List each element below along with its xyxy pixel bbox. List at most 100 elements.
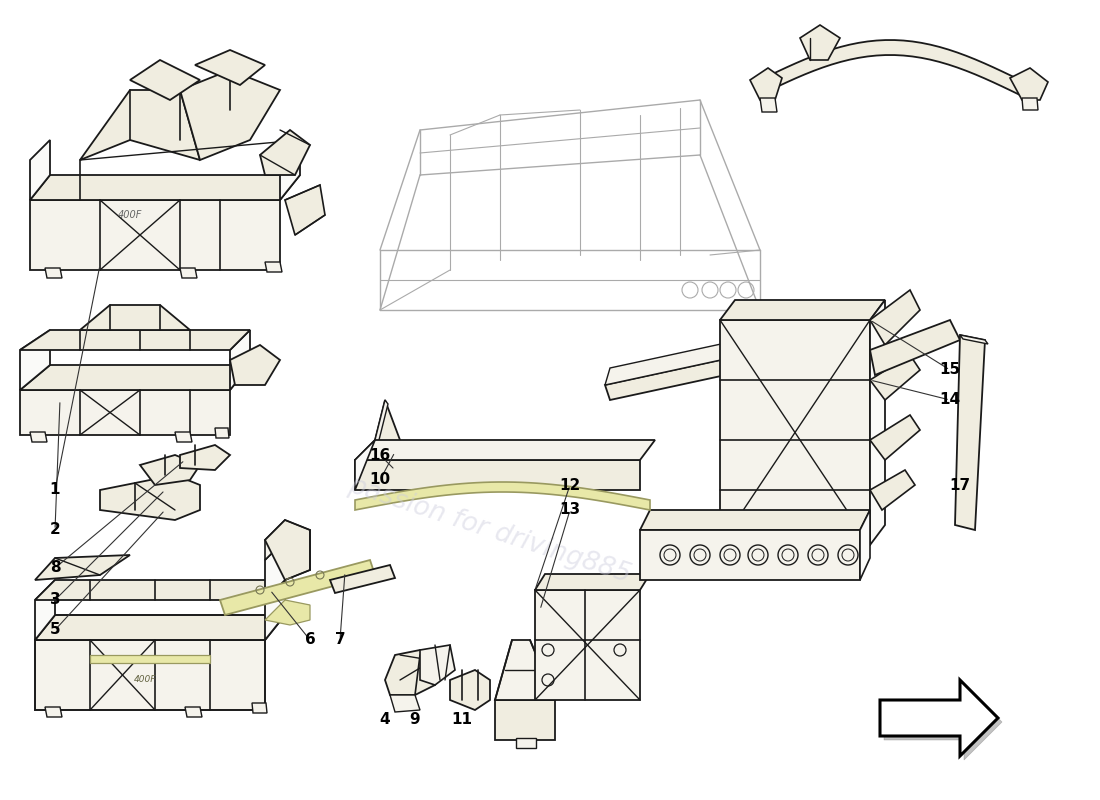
Polygon shape bbox=[252, 703, 267, 713]
Polygon shape bbox=[230, 330, 250, 390]
Polygon shape bbox=[195, 50, 265, 85]
Polygon shape bbox=[30, 175, 300, 200]
Polygon shape bbox=[535, 574, 650, 590]
Polygon shape bbox=[45, 707, 62, 717]
Polygon shape bbox=[175, 432, 192, 442]
Polygon shape bbox=[265, 520, 285, 560]
Polygon shape bbox=[80, 90, 200, 160]
Polygon shape bbox=[884, 684, 1002, 760]
Polygon shape bbox=[870, 355, 920, 400]
Polygon shape bbox=[390, 695, 420, 712]
Text: 6: 6 bbox=[305, 633, 316, 647]
Polygon shape bbox=[1010, 68, 1048, 100]
Polygon shape bbox=[516, 738, 536, 748]
Polygon shape bbox=[355, 440, 375, 490]
Polygon shape bbox=[35, 640, 265, 710]
Polygon shape bbox=[30, 140, 50, 200]
Polygon shape bbox=[420, 645, 455, 685]
Polygon shape bbox=[720, 320, 870, 545]
Polygon shape bbox=[265, 262, 282, 272]
Polygon shape bbox=[265, 520, 310, 580]
Text: 11: 11 bbox=[451, 713, 473, 727]
Polygon shape bbox=[960, 335, 988, 344]
Polygon shape bbox=[605, 328, 795, 385]
Polygon shape bbox=[130, 60, 200, 100]
Polygon shape bbox=[495, 640, 556, 700]
Polygon shape bbox=[20, 330, 50, 390]
Polygon shape bbox=[495, 700, 556, 740]
Polygon shape bbox=[140, 455, 200, 485]
Polygon shape bbox=[285, 185, 324, 235]
Polygon shape bbox=[880, 680, 998, 756]
Polygon shape bbox=[870, 290, 920, 345]
Text: 9: 9 bbox=[409, 713, 420, 727]
Polygon shape bbox=[45, 268, 62, 278]
Polygon shape bbox=[35, 555, 130, 580]
Polygon shape bbox=[330, 565, 395, 593]
Text: 17: 17 bbox=[949, 478, 970, 493]
Polygon shape bbox=[760, 40, 1020, 95]
Text: 400F: 400F bbox=[118, 210, 142, 220]
Text: 15: 15 bbox=[939, 362, 960, 378]
Polygon shape bbox=[365, 400, 415, 480]
Polygon shape bbox=[265, 600, 310, 625]
Text: 8: 8 bbox=[50, 561, 60, 575]
Polygon shape bbox=[20, 365, 250, 390]
Polygon shape bbox=[35, 615, 285, 640]
Polygon shape bbox=[870, 470, 915, 510]
Polygon shape bbox=[365, 400, 388, 484]
Polygon shape bbox=[355, 440, 654, 460]
Polygon shape bbox=[265, 540, 285, 600]
Polygon shape bbox=[20, 390, 230, 435]
Text: 13: 13 bbox=[560, 502, 581, 518]
Polygon shape bbox=[30, 432, 47, 442]
Polygon shape bbox=[35, 580, 55, 640]
Polygon shape bbox=[355, 482, 650, 510]
Text: 2: 2 bbox=[50, 522, 60, 538]
Text: 3: 3 bbox=[50, 593, 60, 607]
Polygon shape bbox=[180, 445, 230, 470]
Polygon shape bbox=[760, 98, 777, 112]
Text: 12: 12 bbox=[560, 478, 581, 493]
Polygon shape bbox=[870, 300, 886, 545]
Polygon shape bbox=[800, 25, 840, 60]
Text: 14: 14 bbox=[939, 393, 960, 407]
Polygon shape bbox=[955, 335, 984, 530]
Text: passion for driving885: passion for driving885 bbox=[345, 472, 635, 588]
Polygon shape bbox=[260, 130, 310, 175]
Text: 7: 7 bbox=[334, 633, 345, 647]
Polygon shape bbox=[535, 590, 640, 700]
Text: 10: 10 bbox=[370, 473, 390, 487]
Polygon shape bbox=[214, 428, 229, 438]
Polygon shape bbox=[280, 140, 300, 200]
Polygon shape bbox=[385, 650, 440, 695]
Text: 5: 5 bbox=[50, 622, 60, 638]
Polygon shape bbox=[80, 305, 190, 330]
Polygon shape bbox=[1022, 98, 1038, 110]
Polygon shape bbox=[220, 560, 375, 615]
Polygon shape bbox=[265, 580, 285, 640]
Text: 4: 4 bbox=[379, 713, 390, 727]
Polygon shape bbox=[90, 655, 210, 663]
Polygon shape bbox=[180, 70, 280, 160]
Text: 16: 16 bbox=[370, 447, 390, 462]
Polygon shape bbox=[860, 510, 870, 580]
Polygon shape bbox=[35, 580, 285, 600]
Polygon shape bbox=[185, 707, 202, 717]
Polygon shape bbox=[180, 268, 197, 278]
Polygon shape bbox=[750, 68, 782, 100]
Polygon shape bbox=[870, 320, 960, 375]
Polygon shape bbox=[605, 345, 795, 400]
Polygon shape bbox=[30, 200, 280, 270]
Polygon shape bbox=[870, 415, 920, 460]
Polygon shape bbox=[230, 345, 280, 385]
Polygon shape bbox=[640, 530, 860, 580]
Text: 400F: 400F bbox=[134, 675, 156, 685]
Polygon shape bbox=[640, 510, 870, 530]
Text: 1: 1 bbox=[50, 482, 60, 498]
Polygon shape bbox=[20, 330, 250, 350]
Polygon shape bbox=[355, 460, 640, 490]
Polygon shape bbox=[450, 670, 490, 710]
Polygon shape bbox=[720, 300, 886, 320]
Polygon shape bbox=[100, 475, 200, 520]
